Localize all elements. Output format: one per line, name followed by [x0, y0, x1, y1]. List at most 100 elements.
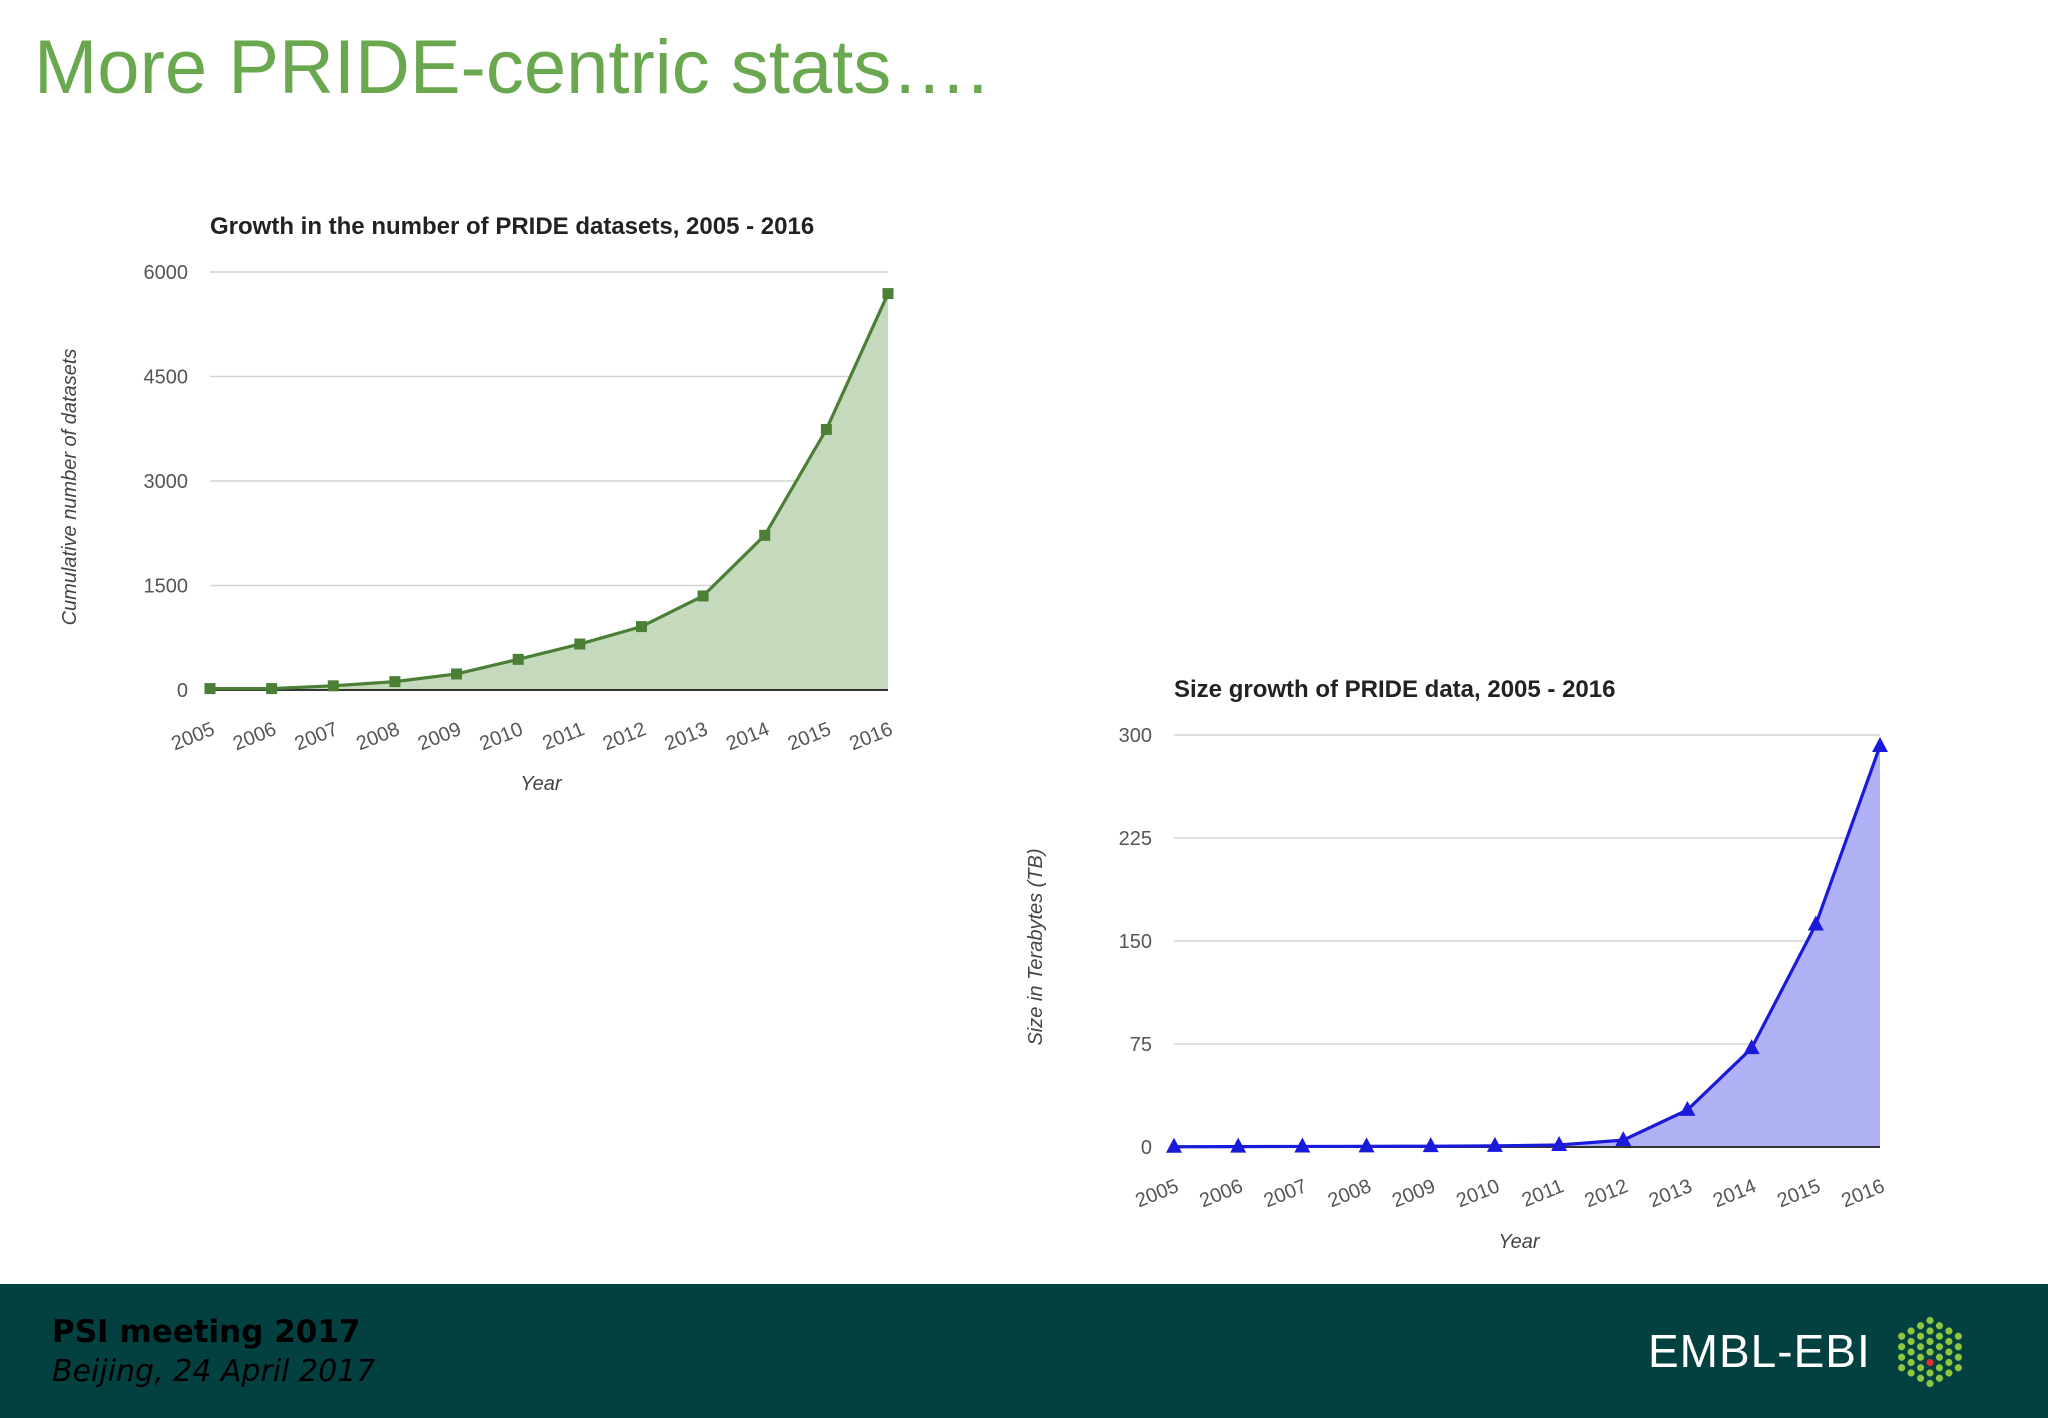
- y-tick-label: 4500: [144, 367, 189, 389]
- x-tick-label: 2006: [1197, 1175, 1247, 1212]
- logo-dot: [1926, 1369, 1934, 1377]
- chart-title: Size growth of PRIDE data, 2005 - 2016: [1174, 676, 1615, 703]
- data-point: [1422, 1137, 1439, 1153]
- data-point: [512, 653, 524, 665]
- y-tick-label: 75: [1130, 1034, 1152, 1056]
- logo-dot: [1916, 1364, 1925, 1372]
- data-point: [1551, 1135, 1568, 1151]
- logo-dot: [1907, 1358, 1915, 1367]
- data-point: [266, 683, 278, 695]
- data-point: [574, 638, 586, 650]
- logo-dot: [1926, 1337, 1934, 1346]
- x-tick-label: 2014: [1710, 1175, 1760, 1212]
- x-tick-label: 2008: [353, 718, 403, 755]
- logo-dot: [1916, 1353, 1925, 1361]
- datasets-growth-chart: Growth in the number of PRIDE datasets, …: [59, 213, 896, 795]
- logo-dot: [1926, 1316, 1934, 1325]
- logo-dot: [1907, 1369, 1915, 1377]
- y-tick-label: 300: [1119, 725, 1152, 747]
- logo-dot: [1926, 1348, 1934, 1356]
- y-tick-label: 3000: [144, 471, 189, 493]
- logo-dot: [1916, 1374, 1925, 1382]
- x-tick-label: 2011: [540, 718, 588, 755]
- embl-ebi-hexagon-logo-icon: [1898, 1316, 1962, 1388]
- embl-ebi-logo-text: EMBL-EBI: [1648, 1325, 1871, 1377]
- logo-dot: [1945, 1369, 1953, 1377]
- logo-dot: [1926, 1327, 1934, 1335]
- slide-title: More PRIDE-centric stats….: [34, 25, 989, 110]
- logo-dot: [1926, 1379, 1934, 1388]
- logo-dot: [1907, 1337, 1915, 1346]
- data-point: [1679, 1100, 1696, 1116]
- logo-dot: [1898, 1353, 1906, 1361]
- data-point: [1358, 1137, 1375, 1153]
- logo-dot: [1945, 1348, 1953, 1356]
- x-tick-label: 2015: [1774, 1175, 1824, 1212]
- chart-title: Growth in the number of PRIDE datasets, …: [210, 213, 814, 240]
- data-size-growth-chart: Size growth of PRIDE data, 2005 - 2016 0 7…: [1025, 676, 1888, 1253]
- x-tick-label: 2016: [1838, 1175, 1888, 1212]
- x-tick-label: 2010: [477, 718, 527, 755]
- logo-dot: [1945, 1358, 1953, 1367]
- x-tick-label: 2012: [600, 718, 650, 755]
- x-tick-label: 2012: [1582, 1175, 1632, 1212]
- logo-dot: [1954, 1332, 1962, 1340]
- logo-dot: [1935, 1353, 1944, 1361]
- y-tick-label: 225: [1119, 828, 1152, 850]
- data-point: [389, 676, 401, 688]
- y-tick-label: 0: [177, 680, 188, 702]
- logo-dot: [1954, 1343, 1962, 1351]
- logo-dot: [1907, 1348, 1915, 1356]
- data-point: [327, 680, 339, 692]
- x-tick-label: 2013: [661, 718, 711, 755]
- data-point: [1872, 736, 1888, 752]
- x-axis-label: Year: [1498, 1231, 1540, 1253]
- logo-dot: [1898, 1332, 1906, 1340]
- x-tick-label: 2005: [168, 718, 218, 755]
- data-point: [451, 668, 463, 680]
- logo-dot: [1898, 1343, 1906, 1351]
- y-axis-label: Cumulative number of datasets: [59, 349, 81, 626]
- series-area: [1174, 745, 1880, 1147]
- x-tick-label: 2009: [1389, 1175, 1439, 1212]
- data-point: [1807, 915, 1824, 931]
- data-point: [759, 529, 771, 541]
- logo-dot: [1907, 1327, 1915, 1335]
- data-point: [1294, 1137, 1311, 1153]
- logo-dot: [1898, 1364, 1906, 1372]
- x-tick-label: 2016: [846, 718, 896, 755]
- data-point: [1230, 1137, 1247, 1153]
- y-tick-label: 0: [1141, 1137, 1152, 1159]
- logo-dot: [1916, 1343, 1925, 1351]
- y-tick-label: 6000: [144, 262, 189, 284]
- x-tick-label: 2015: [785, 718, 835, 755]
- footer-event-name: PSI meeting 2017: [52, 1314, 361, 1350]
- y-tick-label: 150: [1119, 931, 1152, 953]
- x-tick-label: 2009: [415, 718, 465, 755]
- series-line: [210, 292, 890, 691]
- logo-dot: [1954, 1353, 1962, 1361]
- series-area: [210, 293, 888, 690]
- logo-dot: [1926, 1358, 1934, 1367]
- x-tick-label: 2007: [1261, 1175, 1311, 1212]
- logo-dot: [1916, 1322, 1925, 1330]
- data-point: [204, 683, 216, 695]
- data-point: [882, 288, 894, 300]
- data-point: [1743, 1039, 1760, 1055]
- logo-dot: [1916, 1332, 1925, 1340]
- logo-dot: [1945, 1327, 1953, 1335]
- x-tick-label: 2008: [1325, 1175, 1375, 1212]
- data-point: [1486, 1136, 1503, 1152]
- data-point: [635, 621, 647, 633]
- y-tick-label: 1500: [144, 576, 189, 598]
- x-tick-label: 2005: [1132, 1175, 1182, 1212]
- y-axis-label: Size in Terabytes (TB): [1025, 848, 1047, 1045]
- x-tick-label: 2006: [230, 718, 280, 755]
- x-tick-label: 2013: [1646, 1175, 1696, 1212]
- data-point: [1166, 1137, 1182, 1153]
- data-point: [1615, 1131, 1632, 1147]
- logo-dot: [1935, 1343, 1944, 1351]
- data-point: [697, 590, 709, 602]
- footer-bar: PSI meeting 2017 Beijing, 24 April 2017 …: [0, 1284, 2048, 1418]
- series-line: [1173, 745, 1882, 1149]
